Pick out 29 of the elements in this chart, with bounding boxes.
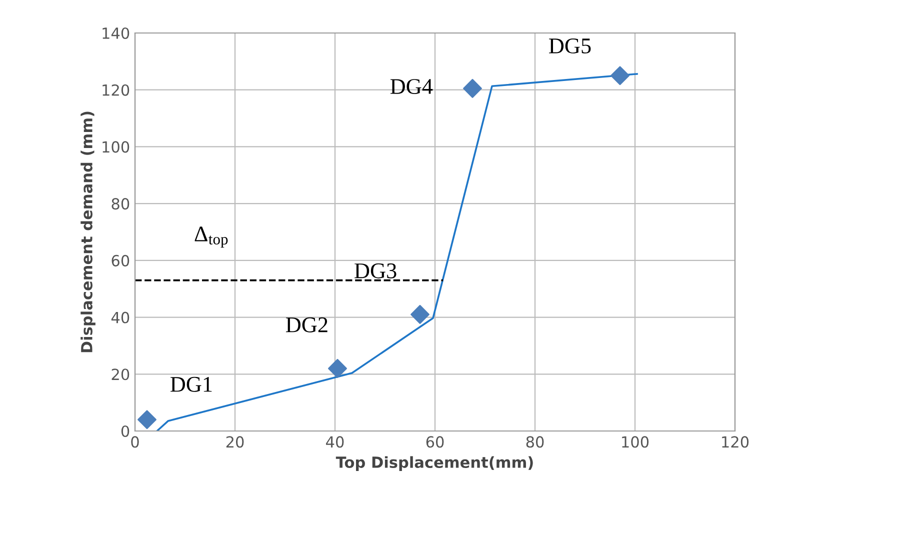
y-axis-title: Displacement demand (mm) [80, 112, 96, 352]
point [328, 358, 347, 378]
point [610, 66, 630, 86]
x-tick-label: 120 [722, 436, 749, 448]
y-tick-label: 100 [102, 141, 130, 153]
x-tick-label: 20 [226, 436, 244, 448]
x-tick-label: 40 [326, 436, 344, 448]
line-series [156, 73, 638, 431]
y-tick-label: 140 [102, 27, 130, 40]
data-label: DG2 [286, 317, 328, 332]
x-tick-label: 80 [526, 436, 544, 448]
x-axis-title: Top Displacement(mm) [336, 456, 533, 471]
x-tick-label: 0 [131, 436, 139, 448]
y-tick-label: 20 [112, 368, 130, 380]
x-tick-label: 100 [622, 436, 649, 448]
series-label: Δ$_{top}$ [194, 226, 228, 248]
y-tick-label: 40 [111, 312, 130, 324]
data-label: DG1 [170, 376, 212, 392]
data-label: DG4 [390, 79, 433, 94]
data-label: DG5 [549, 38, 591, 54]
point [463, 78, 482, 98]
data-label: DG3 [354, 263, 396, 278]
point [410, 304, 430, 324]
y-tick-label: 60 [112, 254, 130, 266]
y-tick-label: 0 [121, 425, 130, 438]
x-tick-label: 60 [426, 436, 444, 448]
y-tick-label: 80 [112, 198, 130, 210]
y-tick-label: 120 [102, 84, 130, 96]
point [138, 410, 156, 430]
